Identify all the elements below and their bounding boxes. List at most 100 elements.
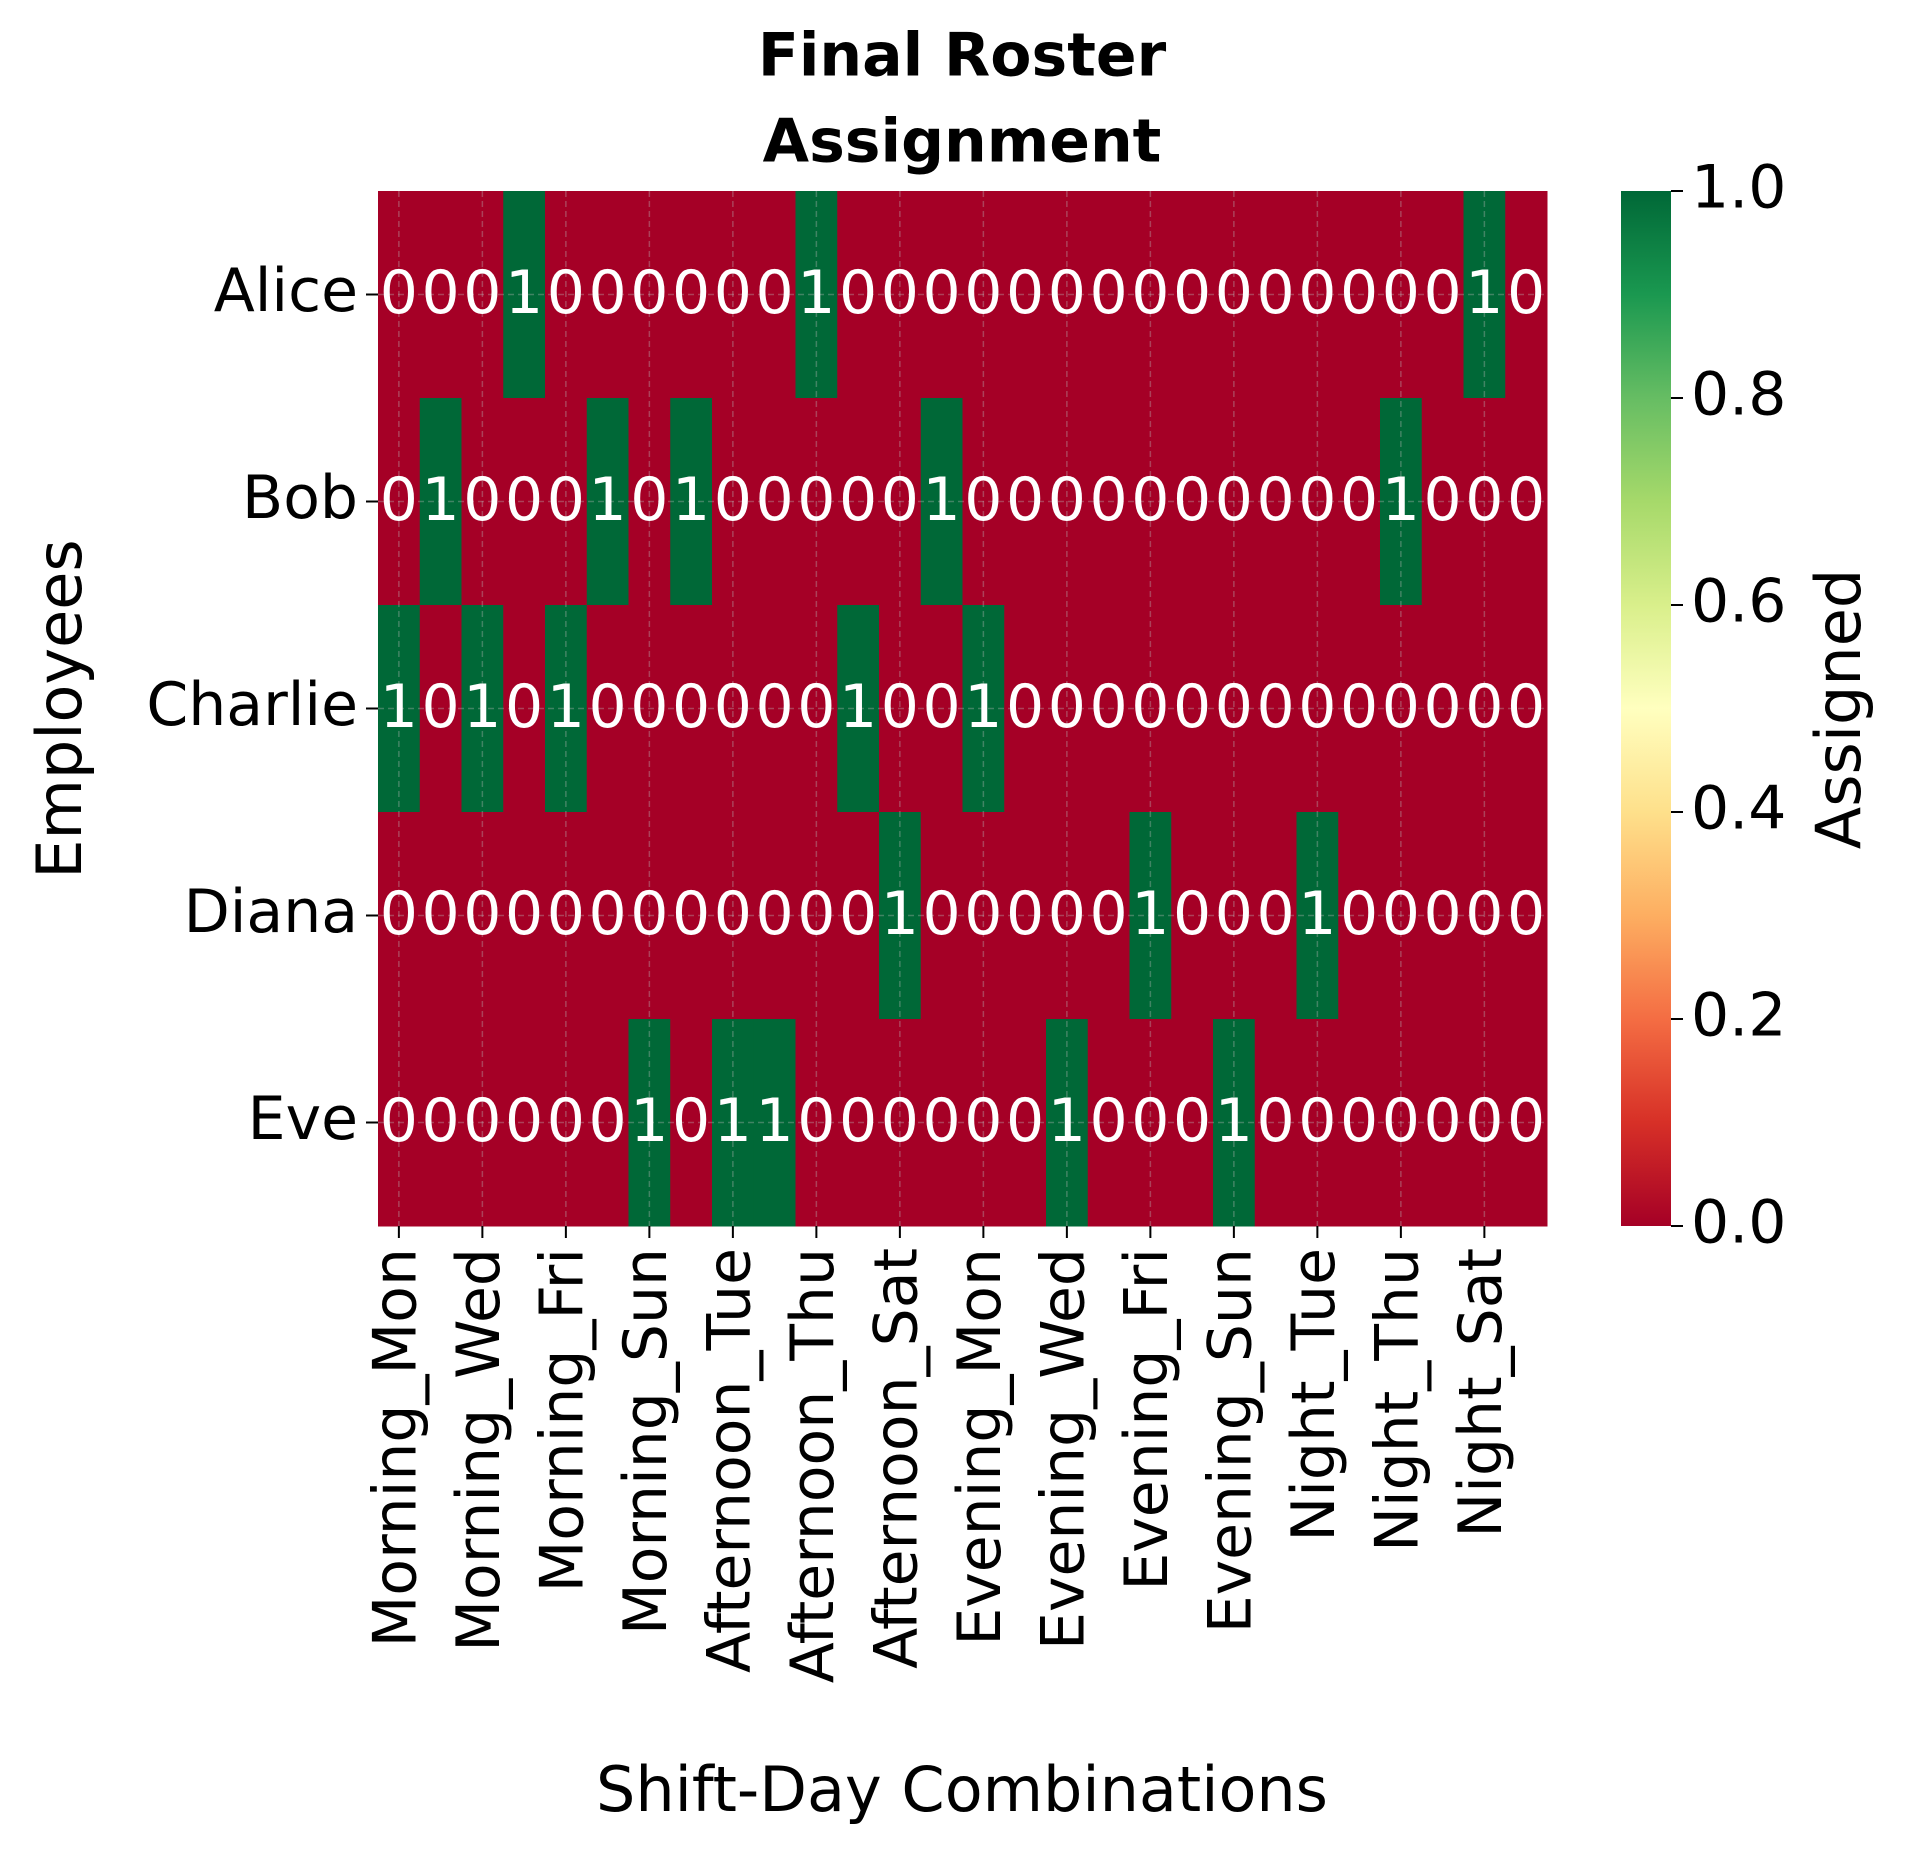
chart-title: Final Roster [758, 21, 1167, 91]
heatmap-cell [1004, 398, 1047, 606]
colorbar-tick-label: 1.0 [1691, 153, 1786, 223]
heatmap-cell [1004, 1019, 1047, 1227]
cell-annotation: 0 [881, 465, 919, 535]
heatmap-cell [837, 398, 880, 606]
cell-annotation: 0 [1006, 879, 1044, 949]
cell-annotation: 0 [1215, 465, 1253, 535]
heatmap-cell [628, 812, 671, 1020]
heatmap-cell [1046, 191, 1089, 399]
heatmap-cell [962, 398, 1005, 606]
heatmap-cell [628, 398, 671, 606]
cell-annotation: 0 [463, 1086, 501, 1156]
heatmap-cell [879, 191, 922, 399]
cell-annotation: 1 [672, 465, 710, 535]
heatmap-cell [586, 1019, 629, 1227]
heatmap-cell [795, 191, 838, 399]
heatmap-cell [1463, 605, 1506, 813]
cell-annotation: 0 [714, 672, 752, 742]
cell-annotation: 0 [923, 672, 961, 742]
heatmap-cell [962, 812, 1005, 1020]
cell-annotation: 0 [630, 465, 668, 535]
heatmap-cell [753, 1019, 796, 1227]
cell-annotation: 0 [1257, 465, 1295, 535]
colorbar-tick-label: 0.4 [1691, 774, 1786, 844]
cell-annotation: 0 [1090, 879, 1128, 949]
heatmap-cell [419, 605, 462, 813]
cell-annotation: 0 [1006, 258, 1044, 328]
cell-annotation: 0 [1424, 879, 1462, 949]
cell-annotation: 1 [839, 672, 877, 742]
cell-annotation: 0 [547, 1086, 585, 1156]
heatmap-cell [1129, 812, 1172, 1020]
heatmap-cell [837, 605, 880, 813]
cell-annotation: 1 [881, 879, 919, 949]
cell-annotation: 0 [714, 465, 752, 535]
heatmap-cell [920, 812, 963, 1020]
cell-annotation: 0 [923, 258, 961, 328]
cell-annotation: 0 [1090, 465, 1128, 535]
y-axis-label: Employees [23, 539, 96, 878]
cell-annotation: 0 [1215, 258, 1253, 328]
y-tick-label: Eve [248, 1084, 358, 1154]
heatmap-cell [1087, 1019, 1130, 1227]
x-tick-label: Evening_Fri [1112, 1248, 1182, 1591]
colorbar-tick-label: 0.0 [1691, 1188, 1786, 1258]
y-tick-label: Diana [184, 877, 358, 947]
cell-annotation: 1 [1298, 879, 1336, 949]
cell-annotation: 0 [1298, 258, 1336, 328]
heatmap-cell [1505, 191, 1548, 399]
heatmap-cell [503, 605, 546, 813]
cell-annotation: 0 [964, 258, 1002, 328]
heatmap-cell [753, 812, 796, 1020]
heatmap-cell [378, 398, 421, 606]
colorbar-label: Assigned [1802, 569, 1875, 849]
cell-annotation: 1 [630, 1086, 668, 1156]
cell-annotation: 0 [1006, 1086, 1044, 1156]
cell-annotation: 0 [839, 1086, 877, 1156]
cell-annotation: 0 [1298, 672, 1336, 742]
heatmap-cell [1004, 191, 1047, 399]
cell-annotation: 0 [1006, 672, 1044, 742]
cell-annotation: 0 [839, 258, 877, 328]
cell-annotation: 0 [1340, 258, 1378, 328]
x-tick-label: Morning_Wed [444, 1248, 514, 1652]
heatmap-cell [1421, 812, 1464, 1020]
heatmap-cell [461, 812, 504, 1020]
cell-annotation: 0 [714, 258, 752, 328]
heatmap-cell [1129, 605, 1172, 813]
heatmap-cell [1171, 398, 1214, 606]
cell-annotation: 1 [964, 672, 1002, 742]
heatmap-cell [1046, 812, 1089, 1020]
heatmap-cell [628, 605, 671, 813]
cell-annotation: 0 [756, 258, 794, 328]
cell-annotation: 0 [1131, 672, 1169, 742]
heatmap-cell [1254, 398, 1297, 606]
heatmap-cell [712, 191, 755, 399]
cell-annotation: 0 [881, 258, 919, 328]
cell-annotation: 1 [1048, 1086, 1086, 1156]
heatmap-cell [1463, 812, 1506, 1020]
x-tick-label: Afternoon_Sat [861, 1248, 931, 1669]
heatmap-cell [1421, 398, 1464, 606]
heatmap-cell [879, 1019, 922, 1227]
heatmap-cell [1380, 1019, 1423, 1227]
cell-annotation: 0 [1173, 258, 1211, 328]
heatmap-cell [419, 1019, 462, 1227]
cell-annotation: 0 [1340, 672, 1378, 742]
heatmap-cell [1421, 605, 1464, 813]
heatmap-cell [879, 812, 922, 1020]
cell-annotation: 0 [1507, 465, 1545, 535]
cell-annotation: 0 [380, 465, 418, 535]
heatmap-cell [837, 1019, 880, 1227]
cell-annotation: 0 [1257, 258, 1295, 328]
heatmap-cell [419, 398, 462, 606]
colorbar-tick-label: 0.2 [1691, 981, 1786, 1051]
heatmap-cell [795, 1019, 838, 1227]
heatmap-cell [1296, 191, 1339, 399]
heatmap-cell [795, 812, 838, 1020]
cell-annotation: 0 [1090, 672, 1128, 742]
heatmap-cell [1129, 398, 1172, 606]
heatmap-cell [1380, 812, 1423, 1020]
cell-annotation: 0 [964, 1086, 1002, 1156]
heatmap-cell [545, 1019, 588, 1227]
